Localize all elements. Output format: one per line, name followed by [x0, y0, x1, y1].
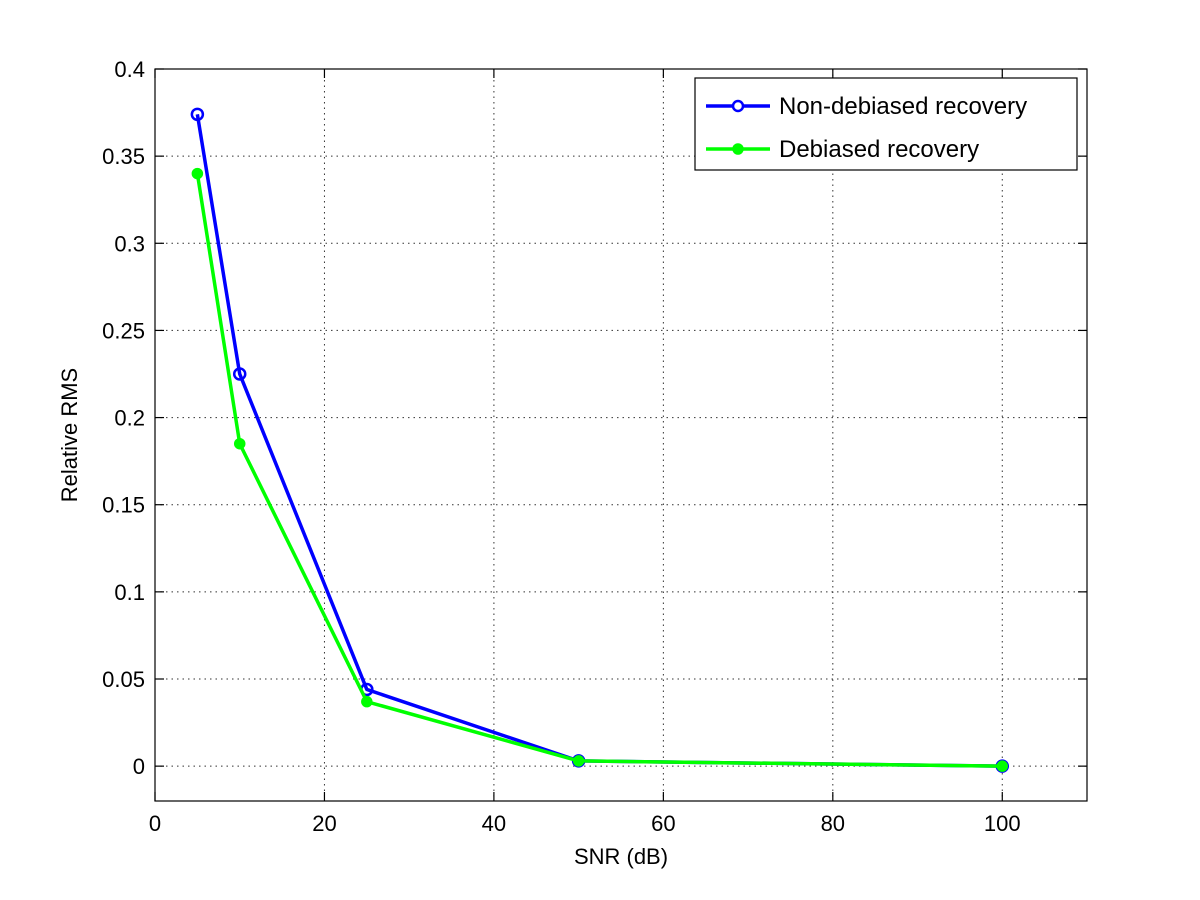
x-axis-label: SNR (dB): [574, 844, 668, 869]
y-axis-label: Relative RMS: [57, 368, 82, 502]
legend-item: Non-debiased recovery: [706, 93, 1027, 120]
y-tick-label: 0.4: [114, 57, 145, 82]
x-tick-label: 60: [651, 811, 675, 836]
y-tick-label: 0.05: [102, 667, 145, 692]
y-tick-label: 0.15: [102, 493, 145, 518]
x-tick-label: 80: [821, 811, 845, 836]
data-point: [996, 760, 1009, 772]
legend-label: Non-debiased recovery: [779, 93, 1027, 120]
series-1: [191, 167, 1009, 772]
data-point: [190, 107, 205, 122]
y-tick-label: 0: [133, 754, 145, 779]
plot-area-border: [154, 68, 1088, 802]
axis-ticks: 0 20 40 60 80 100 0 0.05 0.1 0.15 0.2 0.25 0.3 0.35 0.…: [102, 57, 1087, 836]
legend: Non-debiased recovery Debiased recovery: [694, 77, 1078, 171]
y-tick-label: 0.1: [114, 580, 145, 605]
y-tick-label: 0.25: [102, 318, 145, 343]
y-tick-label: 0.3: [114, 231, 145, 256]
x-tick-label: 20: [312, 811, 336, 836]
data-series: [190, 107, 1010, 773]
legend-swatch-marker: [732, 143, 744, 155]
x-tick-label: 40: [482, 811, 506, 836]
data-point: [191, 167, 204, 180]
y-tick-label: 0.35: [102, 144, 145, 169]
data-point: [233, 437, 246, 450]
x-tick-label: 100: [984, 811, 1021, 836]
data-point: [232, 367, 247, 381]
x-tick-label: 0: [149, 811, 161, 836]
data-point: [361, 695, 373, 708]
legend-box: [694, 77, 1078, 171]
legend-item: Debiased recovery: [706, 136, 979, 163]
legend-swatch-marker: [731, 99, 745, 113]
data-point: [572, 755, 585, 767]
legend-label: Debiased recovery: [779, 136, 979, 163]
y-tick-label: 0.2: [114, 406, 145, 431]
